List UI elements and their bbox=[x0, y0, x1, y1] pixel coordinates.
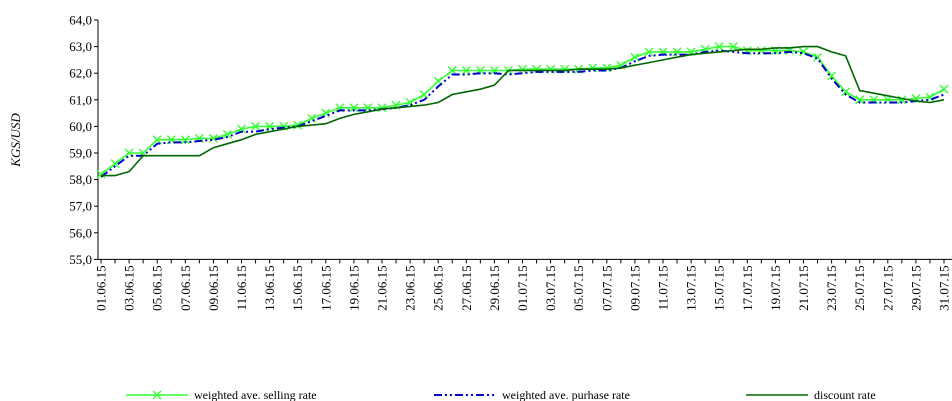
legend-marker bbox=[152, 390, 162, 400]
x-tick-label: 17.06.15 bbox=[318, 265, 333, 311]
series-line bbox=[100, 49, 945, 178]
x-tick-label: 21.07.15 bbox=[796, 265, 811, 311]
x-tick-label: 09.07.15 bbox=[627, 265, 642, 311]
series-line bbox=[100, 45, 945, 175]
y-tick-label: 59,0 bbox=[69, 146, 92, 161]
x-tick-label: 19.07.15 bbox=[768, 265, 783, 311]
marker bbox=[180, 135, 190, 145]
marker bbox=[461, 66, 471, 76]
marker bbox=[897, 95, 907, 105]
x-tick-label: 03.07.15 bbox=[543, 265, 558, 311]
marker bbox=[152, 135, 162, 145]
y-tick-label: 61,0 bbox=[69, 92, 92, 107]
marker bbox=[518, 64, 527, 74]
x-tick-label: 15.06.15 bbox=[290, 265, 305, 311]
x-tick-label: 09.06.15 bbox=[206, 265, 221, 311]
y-tick-label: 55,0 bbox=[69, 252, 92, 267]
x-tick-label: 19.06.15 bbox=[346, 265, 361, 311]
x-tick-label: 25.07.15 bbox=[852, 265, 867, 311]
y-tick-label: 58,0 bbox=[69, 172, 92, 187]
x-tick-label: 27.06.15 bbox=[459, 265, 474, 311]
marker bbox=[405, 97, 415, 107]
marker bbox=[644, 47, 654, 57]
marker bbox=[447, 66, 457, 76]
marker bbox=[813, 52, 823, 62]
series-line bbox=[101, 45, 945, 177]
x-tick-label: 13.06.15 bbox=[262, 265, 277, 311]
marker bbox=[349, 103, 359, 113]
y-axis-label: KGS/USD bbox=[8, 113, 23, 168]
x-tick-label: 15.07.15 bbox=[712, 265, 727, 311]
x-tick-label: 07.07.15 bbox=[599, 265, 614, 311]
x-tick-label: 23.06.15 bbox=[403, 265, 418, 311]
marker bbox=[841, 87, 851, 97]
marker bbox=[714, 42, 724, 52]
x-tick-label: 01.07.15 bbox=[515, 265, 530, 311]
y-tick-label: 64,0 bbox=[69, 13, 92, 28]
x-tick-label: 25.06.15 bbox=[431, 265, 446, 311]
x-tick-label: 27.07.15 bbox=[880, 265, 895, 311]
marker bbox=[293, 120, 303, 130]
y-tick-label: 57,0 bbox=[69, 199, 92, 214]
marker bbox=[630, 52, 640, 62]
x-tick-label: 23.07.15 bbox=[824, 265, 839, 311]
legend-label: weighted ave. purhase rate bbox=[502, 388, 630, 401]
marker bbox=[110, 159, 120, 169]
x-tick-label: 07.06.15 bbox=[178, 265, 193, 311]
marker bbox=[728, 42, 738, 52]
marker bbox=[208, 133, 218, 143]
legend-label: discount rate bbox=[814, 388, 876, 401]
marker bbox=[96, 169, 106, 179]
x-tick-label: 05.07.15 bbox=[571, 265, 586, 311]
x-tick-label: 17.07.15 bbox=[740, 265, 755, 311]
y-tick-label: 60,0 bbox=[69, 119, 92, 134]
marker bbox=[222, 129, 232, 139]
marker bbox=[855, 95, 865, 105]
y-tick-label: 63,0 bbox=[69, 39, 92, 54]
x-tick-label: 11.06.15 bbox=[234, 265, 249, 310]
y-tick-label: 56,0 bbox=[69, 225, 92, 240]
x-tick-label: 11.07.15 bbox=[656, 265, 671, 310]
legend-label: weighted ave. selling rate bbox=[194, 388, 317, 401]
x-tick-label: 01.06.15 bbox=[94, 265, 109, 311]
marker bbox=[251, 121, 261, 131]
x-tick-label: 05.06.15 bbox=[150, 265, 165, 311]
marker bbox=[939, 84, 949, 94]
marker bbox=[419, 89, 429, 99]
x-tick-label: 13.07.15 bbox=[684, 265, 699, 311]
y-tick-label: 62,0 bbox=[69, 66, 92, 81]
x-tick-label: 21.06.15 bbox=[375, 265, 390, 311]
x-tick-label: 29.07.15 bbox=[908, 265, 923, 311]
marker bbox=[377, 103, 387, 113]
x-tick-label: 29.06.15 bbox=[487, 265, 502, 311]
x-tick-label: 03.06.15 bbox=[122, 265, 137, 311]
x-tick-label: 31.07.15 bbox=[937, 265, 952, 311]
